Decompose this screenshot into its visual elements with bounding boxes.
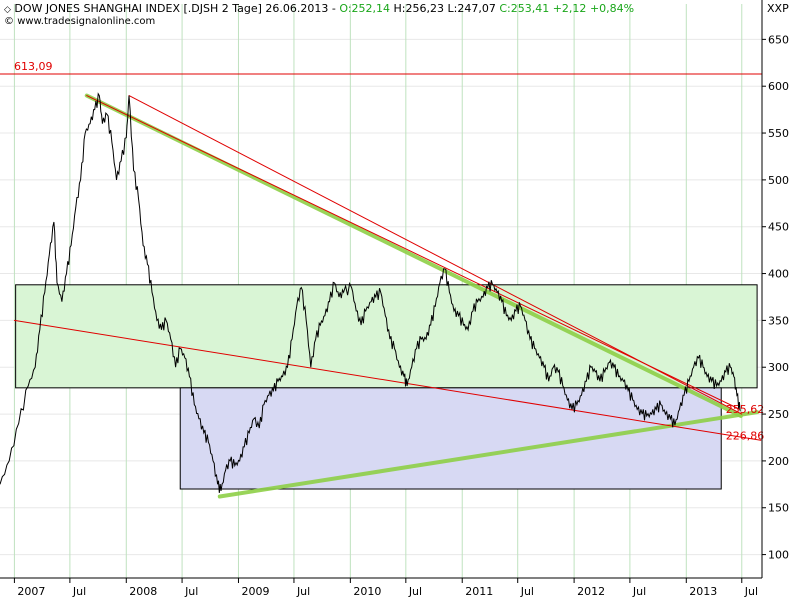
- chart-header: ◇ DOW JONES SHANGHAI INDEX [.DJSH 2 Tage…: [4, 2, 635, 15]
- trend-lines: [0, 73, 762, 499]
- price-labels: 613,09 255,62 226,86: [14, 60, 764, 443]
- header-close: C:253,41: [499, 2, 550, 15]
- zone-box: [15, 284, 758, 389]
- y-tick-label: 200: [768, 455, 789, 468]
- header-title: DOW JONES SHANGHAI INDEX [.DJSH 2 Tage] …: [14, 2, 329, 15]
- header-low: L:247,07: [447, 2, 496, 15]
- trend-line: [217, 410, 760, 499]
- price-line: [0, 92, 741, 493]
- y-tick-label: 350: [768, 314, 789, 327]
- x-tick-label: Jul: [632, 585, 646, 598]
- copyright-icon: ©: [4, 16, 14, 27]
- price-label: 226,86: [726, 430, 765, 443]
- trend-line: [13, 319, 762, 441]
- zone-box: [179, 387, 722, 490]
- x-tick-label: Jul: [744, 585, 758, 598]
- x-tick-label: 2009: [241, 585, 269, 598]
- price-label: 255,62: [726, 403, 765, 416]
- collapse-icon[interactable]: ◇: [4, 5, 11, 15]
- x-tick-label: Jul: [296, 585, 310, 598]
- y-tick-label: 450: [768, 221, 789, 234]
- header-open: O:252,14: [339, 2, 391, 15]
- x-tick-label: 2012: [577, 585, 605, 598]
- y-tick-label: 250: [768, 408, 789, 421]
- price-series: [0, 92, 741, 493]
- y-tick-label: 550: [768, 127, 789, 140]
- y-tick-label: 650: [768, 33, 789, 46]
- zones: [15, 284, 758, 490]
- trend-line: [84, 93, 743, 418]
- x-tick-label: Jul: [184, 585, 198, 598]
- x-tick-label: Jul: [72, 585, 86, 598]
- header-symbol: ◇ DOW JONES SHANGHAI INDEX [.DJSH 2 Tage…: [4, 2, 332, 15]
- y-tick-label: 400: [768, 268, 789, 281]
- y-tick-label: 150: [768, 502, 789, 515]
- y-tick-label: 100: [768, 549, 789, 562]
- x-tick-label: 2007: [17, 585, 45, 598]
- x-tick-label: 2013: [689, 585, 717, 598]
- header-high: H:256,23: [393, 2, 444, 15]
- x-tick-label: 2008: [129, 585, 157, 598]
- x-tick-label: 2010: [353, 585, 381, 598]
- x-tick-label: 2011: [465, 585, 493, 598]
- header-change-pct: +0,84%: [589, 2, 635, 15]
- header-change: +2,12: [552, 2, 587, 15]
- source-text: www.tradesignalonline.com: [17, 16, 156, 27]
- trend-line: [128, 95, 743, 415]
- resistance-label: 613,09: [14, 60, 53, 73]
- y-tick-label: 600: [768, 80, 789, 93]
- y-tick-label: 500: [768, 174, 789, 187]
- unit-label: XXP: [767, 2, 789, 15]
- y-tick-label: 300: [768, 361, 789, 374]
- x-tick-label: Jul: [520, 585, 534, 598]
- x-tick-label: Jul: [408, 585, 422, 598]
- source-link: © www.tradesignalonline.com: [4, 16, 155, 27]
